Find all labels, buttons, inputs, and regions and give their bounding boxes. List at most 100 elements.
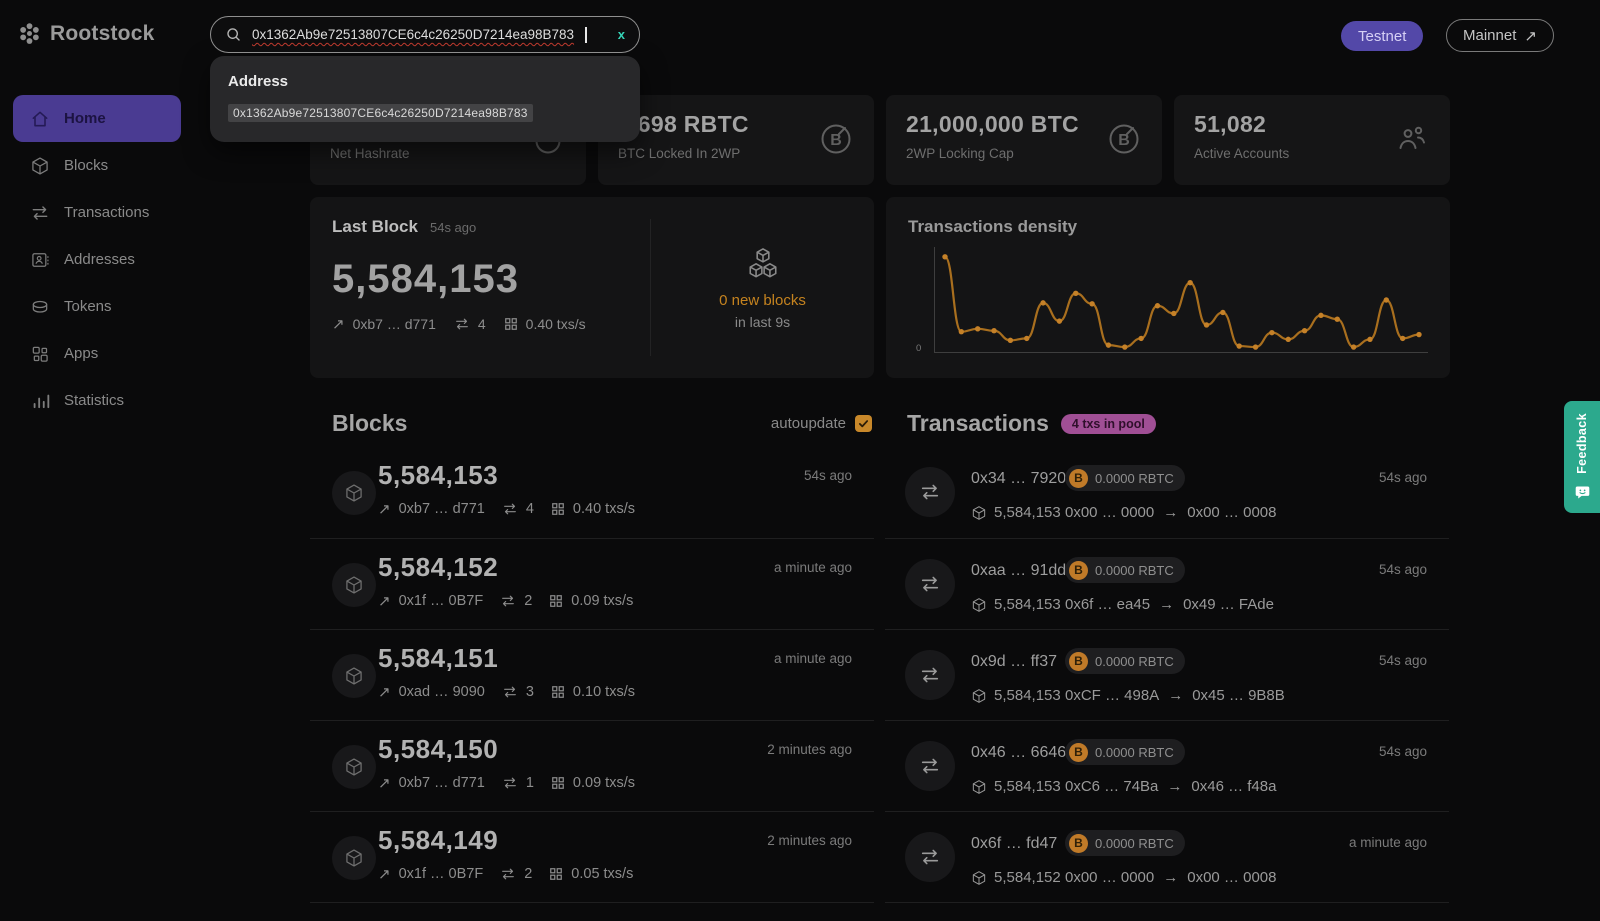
grid-icon [551, 502, 565, 516]
block-row[interactable]: 5,584,150 2 minutes ago ↗ 0xb7 … d771 1 … [310, 720, 874, 811]
autoupdate-toggle[interactable]: autoupdate [771, 415, 872, 432]
block-number[interactable]: 5,584,153 [378, 460, 499, 490]
block-rate: 0.40 txs/s [572, 501, 635, 517]
rootstock-logo[interactable]: Rootstock [16, 20, 154, 47]
tx-amount: 0.0000 RBTC [1095, 653, 1174, 669]
tx-to[interactable]: 0x49 … FAde [1183, 596, 1274, 613]
bitcoin-icon [818, 121, 854, 157]
sidebar-item-home[interactable]: Home [13, 95, 181, 142]
tx-hash[interactable]: 0xaa … 91dd [971, 562, 1067, 579]
tx-amount: 0.0000 RBTC [1095, 562, 1174, 578]
block-row[interactable]: 5,584,149 2 minutes ago ↗ 0x1f … 0B7F 2 … [310, 811, 874, 902]
tx-from[interactable]: 0x00 … 0000 [1065, 504, 1155, 521]
block-tx-count: 4 [525, 501, 534, 517]
sidebar-item-label: Blocks [64, 157, 109, 174]
tx-from[interactable]: 0xCF … 498A [1065, 687, 1160, 704]
autoupdate-checkbox[interactable] [855, 415, 872, 432]
tx-route: 0x00 … 0000 → 0x00 … 0008 [1065, 504, 1276, 521]
feedback-button[interactable]: Feedback [1564, 401, 1600, 513]
suggestion-group-title: Address [228, 73, 289, 90]
sidebar-item-transactions[interactable]: Transactions [13, 189, 181, 236]
new-blocks-count: 0 new blocks [719, 292, 806, 309]
tx-block-number[interactable]: 5,584,153 [994, 596, 1061, 613]
tx-block-number[interactable]: 5,584,153 [994, 778, 1061, 795]
transaction-row[interactable]: 0xaa … 91dd B 0.0000 RBTC 54s ago 5,584,… [885, 538, 1449, 629]
tx-from[interactable]: 0xC6 … 74Ba [1065, 778, 1159, 795]
tx-from[interactable]: 0x00 … 0000 [1065, 869, 1155, 886]
stat-label: BTC Locked In 2WP [618, 146, 741, 161]
tx-hash[interactable]: 0x34 … 7920 [971, 470, 1067, 487]
search-input[interactable]: 0x1362Ab9e72513807CE6c4c26250D7214ea98B7… [210, 16, 640, 53]
tx-to[interactable]: 0x46 … f48a [1191, 778, 1277, 795]
tx-route: 0xCF … 498A → 0x45 … 9B8B [1065, 687, 1285, 704]
tx-block[interactable]: 5,584,152 [971, 869, 1061, 886]
blocks-list: Blocks autoupdate 5,584,153 54s ago ↗ 0x… [310, 400, 874, 903]
miner-arrow-icon: ↗ [378, 866, 391, 883]
block-miner[interactable]: 0xad … 9090 [398, 684, 485, 700]
search-value[interactable]: 0x1362Ab9e72513807CE6c4c26250D7214ea98B7… [252, 27, 575, 42]
block-miner[interactable]: 0x1f … 0B7F [398, 593, 484, 609]
tx-hash[interactable]: 0x6f … fd47 [971, 835, 1058, 852]
block-number[interactable]: 5,584,151 [378, 643, 499, 673]
transaction-row[interactable]: 0x46 … 6646 B 0.0000 RBTC 54s ago 5,584,… [885, 720, 1449, 811]
sidebar-item-label: Tokens [64, 298, 112, 315]
block-row[interactable]: 5,584,153 54s ago ↗ 0xb7 … d771 4 0.40 t… [310, 447, 874, 538]
tx-block-number[interactable]: 5,584,152 [994, 869, 1061, 886]
testnet-button[interactable]: Testnet [1341, 21, 1424, 51]
mainnet-button[interactable]: Mainnet ↗ [1446, 19, 1554, 52]
block-row[interactable]: 5,584,152 a minute ago ↗ 0x1f … 0B7F 2 0… [310, 538, 874, 629]
suggestion-item-address[interactable]: 0x1362Ab9e72513807CE6c4c26250D7214ea98B7… [228, 104, 533, 122]
sidebar-item-statistics[interactable]: Statistics [13, 377, 181, 424]
block-icon-badge [332, 654, 376, 698]
tx-block-number[interactable]: 5,584,153 [994, 687, 1061, 704]
tx-amount-badge: B 0.0000 RBTC [1065, 465, 1185, 491]
transaction-row[interactable]: 0x9d … ff37 B 0.0000 RBTC 54s ago 5,584,… [885, 629, 1449, 720]
tx-from[interactable]: 0x6f … ea45 [1065, 596, 1151, 613]
tx-block[interactable]: 5,584,153 [971, 778, 1061, 795]
tx-hash[interactable]: 0x46 … 6646 [971, 744, 1067, 761]
tx-hash[interactable]: 0x9d … ff37 [971, 653, 1057, 670]
block-miner[interactable]: 0x1f … 0B7F [398, 866, 484, 882]
block-number[interactable]: 5,584,149 [378, 825, 499, 855]
tx-to[interactable]: 0x00 … 0008 [1187, 504, 1277, 521]
block-rate: 0.09 txs/s [571, 593, 634, 609]
search-suggestions-dropdown: Address 0x1362Ab9e72513807CE6c4c26250D72… [210, 56, 640, 142]
sidebar-item-addresses[interactable]: Addresses [13, 236, 181, 283]
block-number[interactable]: 5,584,152 [378, 552, 499, 582]
tx-to[interactable]: 0x45 … 9B8B [1192, 687, 1285, 704]
bitcoin-icon: B [1069, 651, 1088, 671]
bitcoin-icon [1106, 121, 1142, 157]
block-meta: ↗ 0xad … 9090 3 0.10 txs/s [378, 683, 635, 701]
block-miner[interactable]: 0xb7 … d771 [398, 775, 485, 791]
tx-block[interactable]: 5,584,153 [971, 687, 1061, 704]
swap-icon [502, 501, 518, 517]
last-block-miner[interactable]: 0xb7 … d771 [352, 316, 436, 332]
transactions-title: Transactions [907, 410, 1049, 436]
miner-arrow-icon: ↗ [378, 684, 391, 701]
clear-search-button[interactable]: x [617, 27, 625, 42]
tx-block-number[interactable]: 5,584,153 [994, 504, 1061, 521]
transaction-row[interactable]: 0x6f … fd47 B 0.0000 RBTC a minute ago 5… [885, 811, 1449, 902]
tx-age: 54s ago [1378, 653, 1427, 668]
cube-icon [971, 688, 987, 704]
sidebar-item-apps[interactable]: Apps [13, 330, 181, 377]
tx-block[interactable]: 5,584,153 [971, 504, 1061, 521]
sidebar-item-tokens[interactable]: Tokens [13, 283, 181, 330]
tx-age: a minute ago [1348, 835, 1427, 850]
cube-icon [971, 597, 987, 613]
transaction-row[interactable]: 0x34 … 7920 B 0.0000 RBTC 54s ago 5,584,… [885, 447, 1449, 538]
block-age: a minute ago [773, 560, 852, 575]
txs-in-pool-badge: 4 txs in pool [1060, 413, 1156, 434]
sidebar-item-blocks[interactable]: Blocks [13, 142, 181, 189]
block-icon-badge [332, 745, 376, 789]
tx-block[interactable]: 5,584,153 [971, 596, 1061, 613]
last-block-number[interactable]: 5,584,153 [332, 257, 519, 301]
swap-icon [919, 573, 941, 595]
block-number[interactable]: 5,584,150 [378, 734, 499, 764]
cubes-stack-icon [744, 245, 782, 283]
people-icon [1394, 121, 1430, 157]
tx-to[interactable]: 0x00 … 0008 [1187, 869, 1277, 886]
block-miner[interactable]: 0xb7 … d771 [398, 501, 485, 517]
rootstock-logo-icon [16, 20, 43, 47]
block-row[interactable]: 5,584,151 a minute ago ↗ 0xad … 9090 3 0… [310, 629, 874, 720]
